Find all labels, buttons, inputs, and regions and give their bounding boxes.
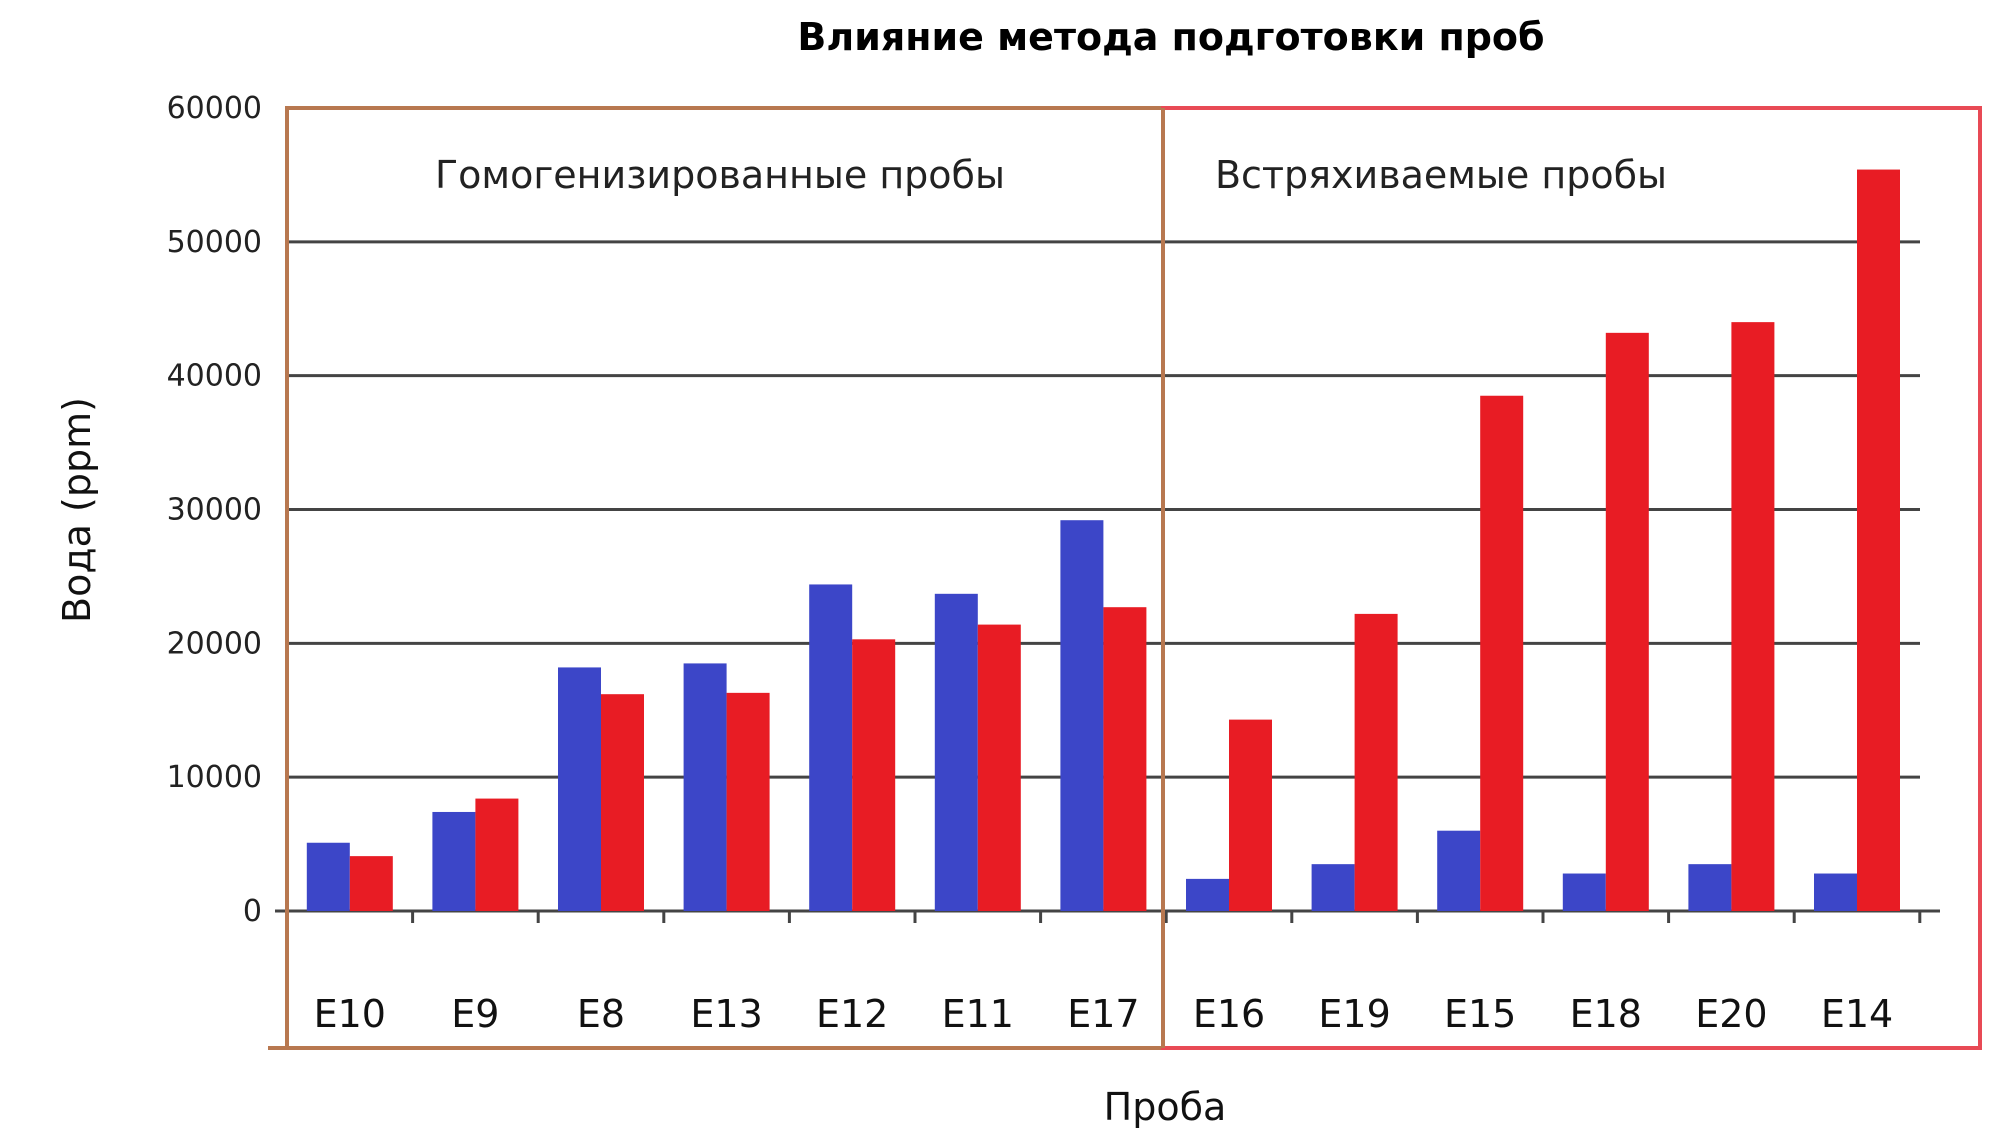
- bar-E19-series-1: [1311, 864, 1355, 911]
- bar-E14-series-1: [1814, 873, 1857, 911]
- bar-E17-series-2: [1103, 607, 1147, 911]
- y-tick-label: 30000: [167, 493, 262, 528]
- bar-E18-series-1: [1562, 873, 1606, 911]
- bar-E14-series-2: [1857, 169, 1900, 911]
- bar-E20-series-1: [1688, 864, 1732, 911]
- x-tick-label: E16: [1193, 992, 1265, 1036]
- x-tick-label: E9: [451, 992, 499, 1036]
- x-tick-label: E14: [1821, 992, 1893, 1036]
- y-tick-label: 20000: [167, 626, 262, 661]
- bar-E12-series-2: [852, 639, 896, 911]
- bar-E8-series-1: [558, 667, 601, 911]
- group-label-homogenized: Гомогенизированные пробы: [435, 153, 1005, 197]
- x-tick-label: E15: [1444, 992, 1516, 1036]
- x-tick-label: E20: [1695, 992, 1767, 1036]
- bar-E12-series-1: [809, 584, 853, 911]
- bar-E13-series-1: [683, 663, 727, 911]
- group-label-shaken: Встряхиваемые пробы: [1215, 153, 1667, 197]
- y-tick-label: 0: [243, 894, 262, 929]
- y-tick-label: 50000: [167, 225, 262, 260]
- bar-E10-series-1: [306, 842, 350, 911]
- y-tick-label: 10000: [167, 760, 262, 795]
- bar-E15-series-1: [1437, 830, 1481, 911]
- x-tick-label: E10: [314, 992, 386, 1036]
- x-tick-label: E18: [1570, 992, 1642, 1036]
- x-tick-label: E8: [577, 992, 625, 1036]
- x-axis-label: Проба: [1104, 1085, 1227, 1129]
- bar-E20-series-2: [1731, 322, 1775, 912]
- bar-E11-series-1: [934, 593, 978, 911]
- bar-E17-series-1: [1060, 520, 1104, 911]
- y-axis-label: Вода (ppm): [55, 397, 99, 623]
- bar-E16-series-1: [1186, 878, 1229, 911]
- bar-E19-series-2: [1354, 613, 1398, 911]
- bar-E10-series-2: [349, 856, 393, 911]
- bar-E9-series-1: [432, 811, 476, 911]
- y-tick-labels: 0 10000 20000 30000 40000 50000 60000: [167, 91, 262, 929]
- bar-E18-series-2: [1605, 332, 1649, 912]
- x-tick-label: E13: [690, 992, 762, 1036]
- bar-E11-series-2: [977, 624, 1021, 911]
- group-frames: [268, 106, 1982, 1050]
- x-tick-label: E19: [1318, 992, 1390, 1036]
- y-tick-label: 60000: [167, 91, 262, 126]
- x-tick-labels: E10 E9 E8 E13 E12 E11 E17 E16 E19 E15 E18 E20 E14: [314, 992, 1894, 1036]
- x-tick-label: E12: [816, 992, 888, 1036]
- chart-title: Влияние метода подготовки проб: [797, 15, 1544, 59]
- y-tick-label: 40000: [167, 359, 262, 394]
- bar-E9-series-2: [475, 798, 519, 911]
- bar-E15-series-2: [1480, 395, 1524, 911]
- bars: [306, 169, 1900, 912]
- bar-E8-series-2: [601, 694, 644, 911]
- x-tick-label: E11: [942, 992, 1014, 1036]
- bar-E13-series-2: [726, 692, 770, 911]
- bar-E16-series-2: [1229, 719, 1272, 911]
- x-tick-label: E17: [1067, 992, 1139, 1036]
